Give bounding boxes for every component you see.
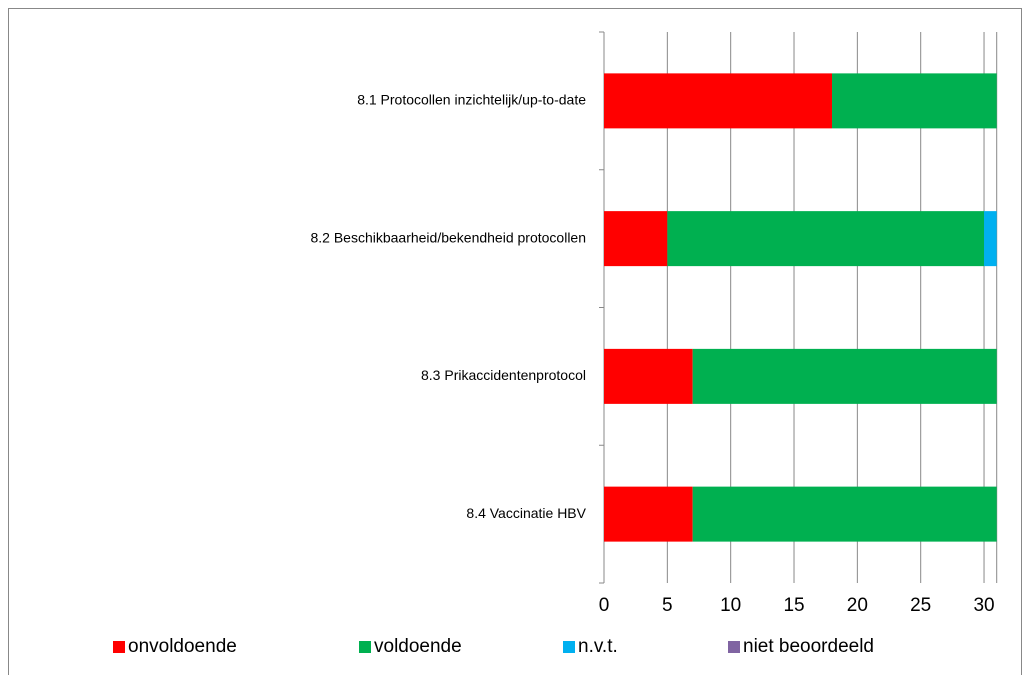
x-tick-label: 5 <box>662 595 673 616</box>
bar-segment <box>692 348 997 404</box>
legend-swatch <box>359 641 371 653</box>
x-tick-label: 0 <box>599 595 610 616</box>
bar-segment <box>604 211 668 267</box>
y-tick-label: 8.2 Beschikbaarheid/bekendheid protocoll… <box>310 229 586 245</box>
legend-swatch <box>563 641 575 653</box>
legend-swatch <box>728 641 740 653</box>
x-tick-label: 30 <box>973 595 994 616</box>
bar-segment <box>692 486 997 542</box>
x-tick-label: 25 <box>910 595 931 616</box>
legend-label: niet beoordeeld <box>743 636 874 657</box>
legend-label: n.v.t. <box>578 636 618 657</box>
y-tick-label: 8.1 Protocollen inzichtelijk/up-to-date <box>357 92 586 108</box>
legend-swatch <box>113 641 125 653</box>
legend-label: voldoende <box>374 636 462 657</box>
y-tick-label: 8.4 Vaccinatie HBV <box>466 505 586 521</box>
y-tick-label: 8.3 Prikaccidentenprotocol <box>421 367 586 383</box>
bar-segment <box>667 211 985 267</box>
bar-segment <box>604 348 693 404</box>
bar-segment <box>984 211 997 267</box>
bar-segment <box>832 73 997 129</box>
x-tick-label: 20 <box>847 595 868 616</box>
legend-label: onvoldoende <box>128 636 237 657</box>
bar-segment <box>604 486 693 542</box>
x-tick-label: 10 <box>720 595 741 616</box>
bar-segment <box>604 73 833 129</box>
x-tick-label: 15 <box>783 595 804 616</box>
